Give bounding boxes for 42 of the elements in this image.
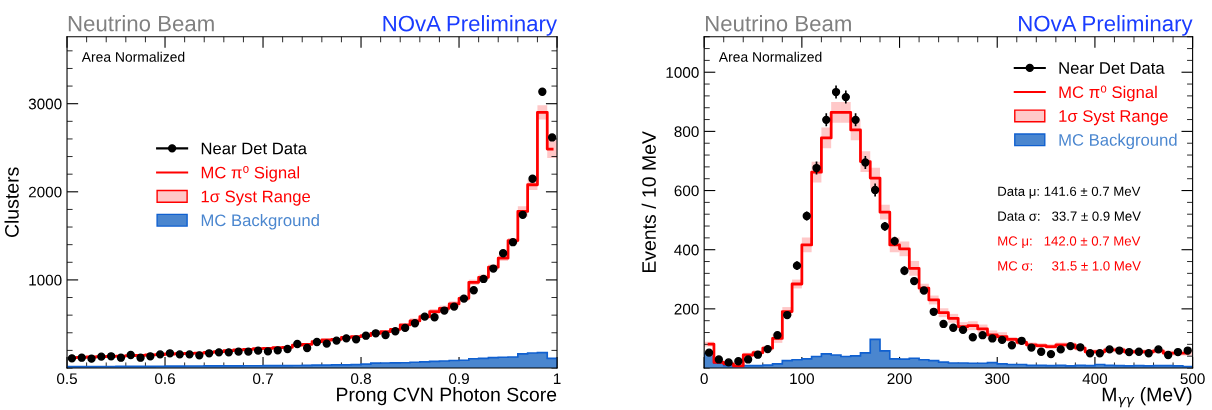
annotation: Data μ: 141.6 ± 0.7 MeV [998,186,1141,199]
x-tick-label: 300 [985,373,1010,385]
y-tick-label: 1000 [29,274,62,286]
legend-label: MC π⁰ Signal [201,165,300,182]
annotation: MC σ: 31.5 ± 1.0 MeV [998,261,1141,271]
x-tick-label: 500 [1180,373,1205,385]
annotation: Data σ: 33.7 ± 0.9 MeV [998,211,1141,221]
y-tick-label: 3000 [28,98,62,110]
x-axis-title: M$_{γγ}$ (MeV) [1102,387,1192,408]
annotation: Area Normalized [718,51,822,62]
x-tick-label: 1 [553,373,561,384]
y-tick-label: 600 [674,185,699,197]
x-axis-title: Prong CVN Photon Score [337,387,557,406]
y-axis-title: Events / 10 MeV [641,131,656,273]
x-tick-label: 100 [790,373,815,385]
y-tick-label: 2000 [28,186,62,198]
x-tick-label: 0.5 [57,373,77,385]
y-tick-label: 200 [674,303,699,315]
x-tick-label: 0.8 [351,373,371,385]
legend-label: MC Background [201,213,319,230]
legend-label: MC π⁰ Signal [1059,85,1157,102]
legend-label: 1σ Syst Range [201,190,311,206]
legend-label: Near Det Data [201,142,307,155]
y-tick-label: 400 [674,244,699,256]
x-tick-label: 200 [887,373,912,385]
x-tick-label: 0.6 [155,373,175,385]
annotation: Area Normalized [81,51,185,62]
chart-title: Neutrino Beam [68,15,214,32]
chart-subtitle: NOvA Preliminary [383,15,557,36]
x-tick-label: 0.7 [253,373,273,385]
x-tick-label: 0.9 [449,373,469,385]
legend-label: MC Background [1059,133,1177,150]
x-tick-label: 0 [700,373,708,385]
legend-label: 1σ Syst Range [1059,110,1168,126]
chart-title: Neutrino Beam [705,15,851,32]
x-tick-label: 400 [1082,373,1108,385]
chart-subtitle: NOvA Preliminary [1019,15,1193,36]
y-axis-title: Clusters [4,167,19,238]
y-tick-label: 1000 [666,67,699,78]
legend-label: Near Det Data [1059,62,1165,74]
annotation: MC μ: 142.0 ± 0.7 MeV [998,236,1141,249]
y-tick-label: 800 [674,126,699,138]
